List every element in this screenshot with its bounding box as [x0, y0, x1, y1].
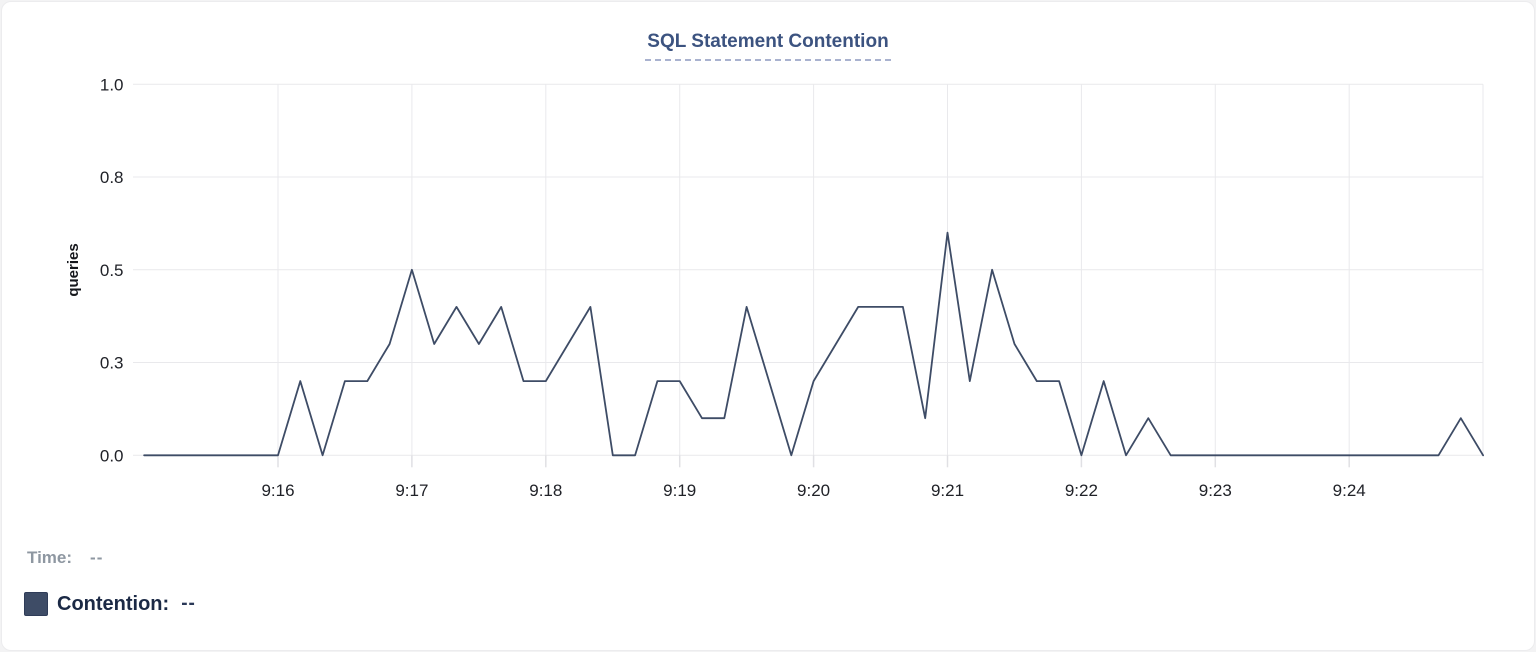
contention-series-swatch — [24, 592, 48, 616]
chart-title[interactable]: SQL Statement Contention — [645, 31, 891, 61]
chart-header: SQL Statement Contention — [2, 31, 1534, 61]
x-tick-label: 9:24 — [1333, 481, 1366, 500]
x-tick-label: 9:19 — [663, 481, 696, 500]
legend-contention-value: -- — [181, 593, 196, 614]
y-tick-labels: 1.0 0.8 0.5 0.3 0.0 — [100, 75, 124, 465]
y-axis-label: queries — [65, 243, 82, 296]
legend-time-row: Time: -- — [27, 548, 103, 568]
x-tick-label: 9:17 — [395, 481, 428, 500]
y-grid — [133, 83, 1483, 456]
legend-time-label: Time: — [27, 548, 73, 567]
legend-time-value: -- — [90, 548, 104, 567]
y-tick-label: 0.8 — [100, 168, 124, 187]
legend-contention-label: Contention: — [57, 592, 170, 615]
contention-line-chart[interactable]: 1.00.80.50.30.09:16 9:17 9:18 9:19 9:20 9:21 9… — [2, 2, 1536, 522]
y-tick-label: 0.0 — [100, 446, 124, 465]
x-tick-label: 9:21 — [931, 481, 964, 500]
contention-series-line — [143, 231, 1484, 457]
y-tick-label: 1.0 — [100, 75, 124, 94]
y-tick-label: 0.3 — [100, 354, 124, 373]
x-tick-label: 9:16 — [261, 481, 294, 500]
x-grid — [277, 84, 1484, 468]
x-tick-label: 9:20 — [797, 481, 830, 500]
x-tick-label: 9:23 — [1199, 481, 1232, 500]
legend-contention-row: Contention: -- — [24, 592, 196, 616]
x-tick-label: 9:18 — [529, 481, 562, 500]
y-tick-label: 0.5 — [100, 261, 124, 280]
x-tick-label: 9:22 — [1065, 481, 1098, 500]
x-tick-labels: 9:16 9:17 9:18 9:19 9:20 9:21 9:22 9:23 9:24 — [261, 481, 1365, 500]
